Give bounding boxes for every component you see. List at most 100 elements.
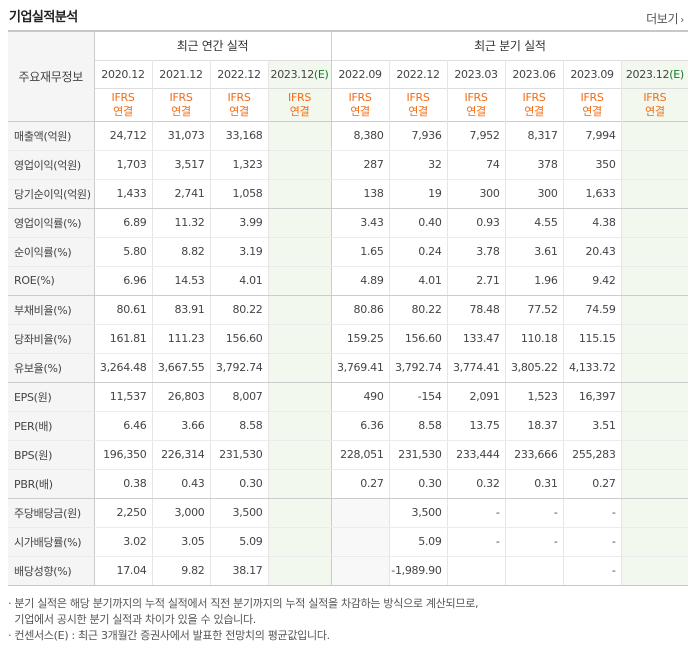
quarter-value: 3,792.74	[388, 353, 448, 383]
quarter-value: 0.32	[446, 469, 506, 499]
row-label: 당기순이익(억원)	[8, 179, 94, 209]
more-link[interactable]: 더보기 ›	[646, 10, 684, 27]
quarter-value: 74	[446, 150, 506, 180]
annual-value: 156.60	[209, 324, 268, 354]
quarter-value: -	[562, 556, 622, 586]
table-row: 주당배당금(원) 2,250 3,000 3,500 3,500- - -	[8, 498, 689, 528]
row-label: 영업이익(억원)	[8, 150, 94, 180]
annual-period: 2020.12	[93, 60, 152, 88]
quarter-value	[504, 556, 564, 586]
quarter-value: 0.40	[388, 208, 448, 238]
annual-value: 3.66	[151, 411, 210, 441]
quarter-value	[620, 237, 689, 267]
more-label: 더보기	[646, 12, 679, 26]
annual-value: 3,517	[151, 150, 210, 180]
annual-value	[267, 411, 332, 441]
quarter-value: 77.52	[504, 295, 564, 325]
quarter-value: -	[446, 498, 506, 528]
quarter-value: -154	[388, 382, 448, 412]
table-row: 당기순이익(억원) 1,433 2,741 1,058 138 19 300 300 1,633	[8, 179, 689, 209]
section-title: 기업실적분석	[9, 10, 78, 25]
annual-value: 2,741	[151, 179, 210, 209]
annual-value: 80.61	[93, 295, 152, 325]
annual-value: 0.38	[93, 469, 152, 499]
annual-value: 38.17	[209, 556, 268, 586]
annual-value: 196,350	[93, 440, 152, 470]
quarter-value: 6.36	[330, 411, 390, 441]
quarter-value: 350	[562, 150, 622, 180]
quarter-value: 3,805.22	[504, 353, 564, 383]
footnote-2: 기업에서 공시한 분기 실적과 차이가 있을 수 있습니다.	[8, 613, 257, 626]
quarter-period: 2023.03	[446, 60, 506, 88]
quarter-value: 228,051	[330, 440, 390, 470]
quarter-value: 9.42	[562, 266, 622, 296]
annual-value	[267, 353, 332, 383]
quarter-value: 115.15	[562, 324, 622, 354]
annual-period: 2021.12	[151, 60, 210, 88]
quarter-value: 2.71	[446, 266, 506, 296]
quarter-value: -	[562, 498, 622, 528]
footnote-1: · 분기 실적은 해당 분기까지의 누적 실적에서 직전 분기까지의 누적 실적…	[8, 597, 479, 610]
quarter-value: 300	[504, 179, 564, 209]
quarter-value	[620, 527, 689, 557]
quarter-value: 1,523	[504, 382, 564, 412]
quarter-value: -	[504, 498, 564, 528]
quarter-value: 32	[388, 150, 448, 180]
annual-value: 0.43	[151, 469, 210, 499]
row-label: 부채비율(%)	[8, 295, 94, 325]
ifrs-badge: IFRS 연결	[504, 88, 564, 121]
quarter-value: 78.48	[446, 295, 506, 325]
quarter-value: 156.60	[388, 324, 448, 354]
annual-value: 2,250	[93, 498, 152, 528]
quarter-value: 0.27	[562, 469, 622, 499]
quarter-value: 0.31	[504, 469, 564, 499]
annual-value: 6.96	[93, 266, 152, 296]
row-label: BPS(원)	[8, 440, 94, 470]
quarter-period: 2022.12	[388, 60, 448, 88]
quarter-value: 3,500	[388, 498, 448, 528]
annual-value: 161.81	[93, 324, 152, 354]
quarter-value: 378	[504, 150, 564, 180]
quarter-value: 7,994	[562, 121, 622, 151]
row-header-label: 주요재무정보	[18, 69, 84, 84]
quarter-value: 110.18	[504, 324, 564, 354]
quarter-value: 3.51	[562, 411, 622, 441]
quarter-period: 2023.06	[504, 60, 564, 88]
table-row: 부채비율(%) 80.61 83.91 80.22 80.86 80.22 78.48 77.…	[8, 295, 689, 325]
quarter-value	[620, 121, 689, 151]
quarter-value: 4.38	[562, 208, 622, 238]
quarter-value	[330, 498, 390, 528]
quarter-value: -	[562, 527, 622, 557]
quarter-value: 7,936	[388, 121, 448, 151]
quarter-value: 80.86	[330, 295, 390, 325]
ifrs-badge: IFRS 연결	[620, 88, 689, 121]
annual-value: 1,703	[93, 150, 152, 180]
quarter-value: 0.24	[388, 237, 448, 267]
quarter-value	[330, 527, 390, 557]
row-label: 당좌비율(%)	[8, 324, 94, 354]
row-label: 순이익률(%)	[8, 237, 94, 267]
annual-value	[267, 469, 332, 499]
quarter-value: 133.47	[446, 324, 506, 354]
table-row: 영업이익(억원) 1,703 3,517 1,323 287 32 74 378 350	[8, 150, 689, 180]
ifrs-badge: IFRS 연결	[267, 88, 332, 121]
annual-value: 26,803	[151, 382, 210, 412]
quarter-value	[620, 179, 689, 209]
row-label: 시가배당률(%)	[8, 527, 94, 557]
annual-value: 17.04	[93, 556, 152, 586]
annual-value: 3.99	[209, 208, 268, 238]
annual-value	[267, 324, 332, 354]
quarter-value: 490	[330, 382, 390, 412]
quarter-value: 4,133.72	[562, 353, 622, 383]
annual-value	[267, 179, 332, 209]
annual-value: 14.53	[151, 266, 210, 296]
quarter-value: 4.55	[504, 208, 564, 238]
quarter-value: 0.27	[330, 469, 390, 499]
quarter-value: 20.43	[562, 237, 622, 267]
quarter-value: 7,952	[446, 121, 506, 151]
quarter-value	[620, 498, 689, 528]
ifrs-badge: IFRS 연결	[330, 88, 390, 121]
annual-value: 3.19	[209, 237, 268, 267]
quarter-value: 300	[446, 179, 506, 209]
annual-value	[267, 150, 332, 180]
